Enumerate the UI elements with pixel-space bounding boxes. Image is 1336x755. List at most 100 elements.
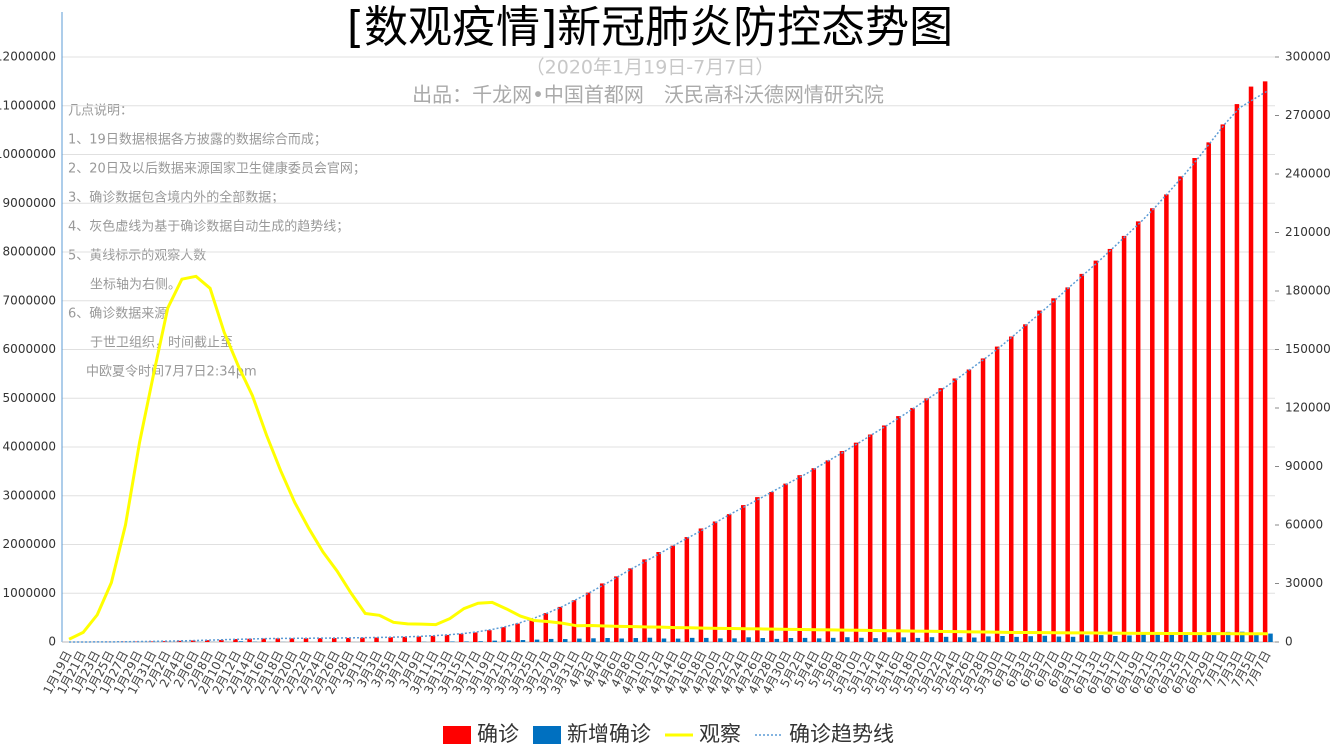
chart-title: [数观疫情]新冠肺炎防控态势图: [347, 2, 953, 53]
y-tick-label: 2000000: [3, 537, 56, 551]
bar: [938, 388, 943, 642]
bar: [986, 636, 991, 642]
bar: [811, 468, 817, 642]
bar: [845, 637, 850, 642]
bar: [656, 552, 661, 642]
bar: [704, 637, 709, 642]
bar: [642, 559, 647, 642]
bar: [943, 636, 949, 642]
bar: [1225, 631, 1231, 642]
bar: [1098, 635, 1104, 642]
bar: [816, 638, 822, 642]
bar: [661, 638, 667, 642]
bar: [952, 378, 958, 642]
notes: 几点说明： 1、19日数据根据各方披露的数据综合而成； 2、20日及以后数据来源国家…: [68, 104, 366, 380]
note-line: 4、灰色虚线为基于确诊数据自动生成的趋势线；: [68, 219, 349, 235]
bar: [628, 568, 633, 642]
bar: [1141, 634, 1146, 642]
bar: [760, 638, 765, 642]
bar: [882, 425, 887, 642]
bar: [238, 641, 244, 642]
y-tick-label: 11000000: [0, 98, 56, 112]
bar: [346, 637, 351, 642]
bar: [929, 637, 935, 642]
y-tick-label: 3000000: [3, 488, 56, 502]
bar: [1028, 636, 1033, 642]
legend: 确诊 新增确诊 观察 确诊趋势线: [443, 722, 894, 746]
y-tick-label: 8000000: [3, 245, 56, 259]
chart-source: 出品：千龙网•中国首都网 沃民高科沃德网情研究院: [412, 83, 884, 107]
bar: [585, 592, 591, 642]
y2-tick-label: 270000: [1285, 108, 1331, 122]
bar: [797, 475, 802, 642]
bar: [1150, 208, 1155, 642]
bar: [619, 638, 624, 642]
bar: [1192, 158, 1197, 642]
bar: [774, 638, 780, 642]
bar: [1000, 636, 1005, 642]
bar: [825, 460, 831, 642]
bar: [1113, 635, 1118, 642]
bar: [1234, 104, 1240, 642]
bar: [755, 497, 760, 642]
bar: [732, 638, 737, 642]
bar: [853, 442, 859, 642]
bar: [1056, 636, 1062, 642]
bar: [698, 528, 704, 642]
bar: [675, 638, 681, 642]
bar: [994, 346, 1000, 642]
bar: [712, 521, 718, 642]
y-tick-label: 1000000: [3, 586, 56, 600]
bar: [1206, 142, 1211, 642]
chart-subtitle: （2020年1月19日-7月7日）: [526, 57, 775, 79]
bar: [1070, 636, 1076, 642]
y-tick-label: 6000000: [3, 342, 56, 356]
bar: [1183, 633, 1189, 642]
y2-tick-label: 300000: [1285, 50, 1331, 64]
bar: [430, 635, 436, 642]
bar: [515, 623, 520, 642]
bar: [915, 637, 921, 642]
bar: [1051, 298, 1056, 642]
bar: [1121, 235, 1127, 642]
bar: [746, 637, 751, 642]
y2-tick-label: 30000: [1285, 576, 1323, 590]
bar: [233, 639, 238, 642]
bar: [1135, 221, 1141, 642]
y-tick-label: 5000000: [3, 391, 56, 405]
bar: [873, 638, 878, 642]
bar: [289, 638, 295, 642]
bar: [1220, 124, 1226, 642]
bar: [1169, 634, 1175, 642]
bar: [374, 637, 379, 642]
bar: [605, 638, 610, 642]
bar: [1248, 86, 1254, 642]
note-line: 6、确诊数据来源: [68, 307, 167, 322]
bar: [501, 627, 506, 642]
y2-tick-label: 210000: [1285, 225, 1331, 239]
bar: [1014, 636, 1019, 642]
y2-tick-label: 0: [1285, 635, 1293, 649]
line-series: [68, 274, 1268, 641]
bar: [684, 537, 690, 642]
bar: [783, 483, 788, 642]
y2-tick-label: 90000: [1285, 459, 1323, 473]
y2-tick-label: 60000: [1285, 518, 1323, 532]
bar: [205, 640, 210, 642]
note-line: 3、确诊数据包含境内外的全部数据；: [68, 190, 284, 206]
y-tick-label: 10000000: [0, 147, 56, 161]
y-tick-label: 0: [48, 635, 56, 649]
legend-label: 确诊: [477, 722, 519, 746]
bar: [303, 638, 309, 642]
y2-tick-label: 240000: [1285, 167, 1331, 181]
bar: [529, 619, 534, 642]
y-tick-label: 9000000: [3, 196, 56, 210]
bar: [261, 638, 266, 642]
bar: [924, 398, 929, 642]
bar: [458, 633, 464, 642]
bar: [839, 451, 845, 642]
bar: [478, 641, 483, 642]
bar: [548, 638, 554, 642]
bar: [633, 638, 639, 642]
